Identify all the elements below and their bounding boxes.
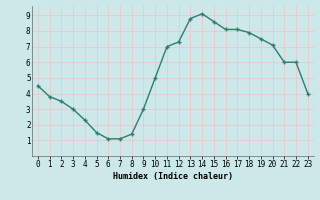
X-axis label: Humidex (Indice chaleur): Humidex (Indice chaleur) bbox=[113, 172, 233, 181]
